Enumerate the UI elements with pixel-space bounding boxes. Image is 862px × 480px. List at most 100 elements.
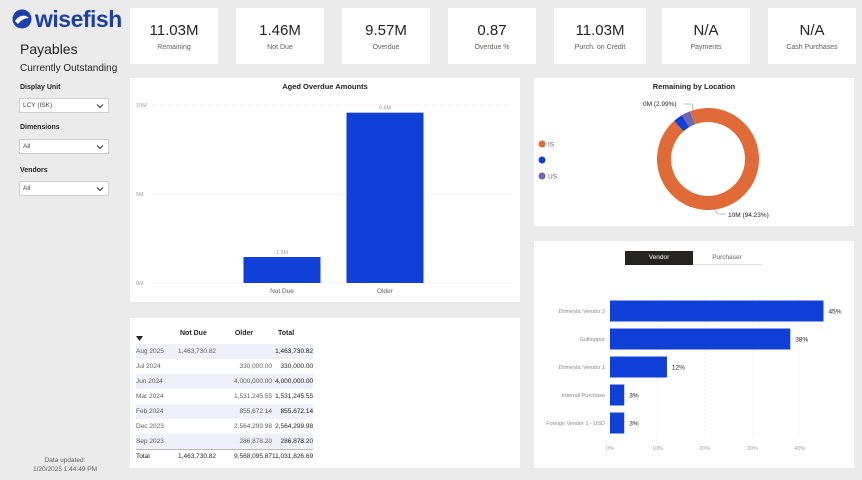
data-updated-label: Data updated: (44, 457, 86, 464)
page-subtitle: Currently Outstanding (20, 63, 118, 74)
row-label: Dec 2023 (136, 423, 164, 430)
kpi-value: 0.87 (477, 22, 507, 39)
aging-table: Not Due Older Total Aug 2025 1,463,730.8… (136, 322, 314, 464)
chevron-down-icon (96, 103, 104, 108)
legend-label: IS (548, 142, 555, 149)
table-row: Aug 2025 1,463,730.82 1,463,730.82 (136, 344, 314, 359)
cell-older: 4,000,000.00 (216, 374, 272, 389)
kpi-label: Payments (690, 44, 722, 51)
row-label: Sep 2023 (136, 434, 174, 449)
kpi-label: Remaining (157, 44, 191, 51)
legend-marker (538, 172, 546, 180)
kpi-value: N/A (799, 22, 825, 39)
chevron-down-icon (96, 186, 104, 191)
kpi-cash-purchases: N/A Cash Purchases (768, 8, 856, 64)
row-label: Feb 2024 (136, 404, 174, 419)
table-row: Jul 2024 330,000.00 330,000.00 (136, 359, 313, 374)
y-category-label: Foreign Vendor 1 - USD (546, 421, 605, 427)
bar-data-label: 9.6M (379, 106, 392, 112)
kpi-not-due: 1.46M Not Due (236, 8, 324, 64)
data-updated: Data updated: 1/20/2025 1:44:49 PM (20, 456, 110, 474)
table-row: Feb 2024 855,672.14 855,672.14 (136, 404, 314, 419)
dimensions-label: Dimensions (20, 124, 60, 131)
y-tick-label: 0M (136, 281, 144, 287)
cell-not-due: 1,463,730.82 (174, 344, 216, 359)
donut-slice (657, 108, 759, 210)
data-updated-value: 1/20/2025 1:44:49 PM (33, 466, 97, 474)
donut-slice (681, 111, 695, 128)
kpi-payments: N/A Payments (662, 8, 750, 64)
bar (346, 112, 424, 284)
cell-older (216, 344, 272, 359)
bar-data-label: 38% (795, 337, 808, 344)
vendors-value: All (23, 185, 31, 192)
table-total-row: Total 1,463,730.82 9,568,095.87 11,031,8… (136, 448, 314, 464)
total-not-due: 1,463,730.82 (174, 448, 216, 464)
legend-marker (538, 140, 546, 148)
cell-total: 286,878.20 (272, 434, 314, 449)
vendor-panel (534, 241, 854, 468)
display-unit-dropdown[interactable]: LCY (ISK) (19, 98, 109, 113)
tab-vendor[interactable]: Vendor (625, 251, 693, 265)
cell-total: 4,000,000.00 (272, 374, 314, 389)
dimensions-value: All (23, 143, 31, 150)
leader-line (684, 103, 695, 115)
kpi-label: Purch. on Credit (574, 44, 626, 51)
table-row: Sep 2023 286,878.20 286,878.20 (136, 434, 314, 449)
table-row: Jun 2024 4,000,000.00 4,000,000.00 (136, 374, 314, 389)
y-category-label: Gulltoppur (580, 337, 606, 343)
kpi-overdue-percent: 0.87 Overdue % (448, 8, 536, 64)
dimensions-dropdown[interactable]: All (19, 139, 109, 154)
cell-total: 330,000.00 (280, 363, 314, 370)
col-header-older[interactable]: Older (234, 329, 254, 337)
bar-data-label: 1.5M (276, 250, 289, 256)
col-header-total[interactable]: Total (278, 329, 295, 337)
vendor-purchaser-toggle: Vendor Purchaser (625, 251, 762, 265)
col-header-not-due[interactable]: Not Due (180, 329, 207, 337)
vendors-dropdown[interactable]: All (19, 181, 109, 196)
sort-column-header[interactable] (136, 322, 174, 344)
fish-logo-icon (12, 9, 32, 29)
legend-label: US (548, 174, 558, 181)
bar (610, 384, 625, 406)
bar-data-label: 3% (629, 421, 639, 428)
page-title: Payables (20, 41, 78, 57)
cell-total: 1,531,245.55 (275, 393, 314, 400)
cell-not-due (174, 434, 216, 449)
aging-table-panel: Not Due Older Total Aug 2025 1,463,730.8… (130, 318, 520, 468)
y-category-label: Domestic Vendor 2 (559, 309, 605, 315)
bar (610, 328, 791, 350)
kpi-overdue: 9.57M Overdue (342, 8, 430, 64)
cell-older: 2,564,299.98 (234, 423, 272, 430)
leader-line (713, 208, 726, 215)
cell-total: 855,672.14 (272, 404, 314, 419)
aged-overdue-title: Aged Overdue Amounts (282, 82, 368, 91)
vendor-bar-chart: 0% 10% 20% 30% 40% 45% Domestic Vendor 2 38% Gul… (546, 297, 842, 452)
chevron-down-icon (96, 144, 104, 149)
bar (610, 412, 625, 434)
kpi-label: Not Due (267, 44, 293, 51)
total-older: 9,568,095.87 (216, 448, 272, 464)
kpi-purch-on-credit: 11.03M Purch. on Credit (554, 8, 646, 64)
cell-not-due (174, 404, 216, 419)
cell-total: 1,463,730.82 (272, 344, 314, 359)
kpi-value: N/A (693, 22, 719, 39)
bar-data-label: 45% (829, 309, 842, 316)
bar-data-label: 3% (629, 393, 639, 400)
display-unit-label: Display Unit (20, 84, 61, 91)
x-tick-label: 20% (699, 446, 710, 452)
cell-older: 855,672.14 (216, 404, 272, 419)
table-row: Dec 2023 2,564,299.98 2,564,299.98 (136, 419, 313, 434)
kpi-label: Overdue (372, 44, 400, 51)
x-tick-label: 40% (794, 446, 805, 452)
kpi-value: 9.57M (365, 22, 407, 39)
cell-older: 286,878.20 (216, 434, 272, 449)
slice-label-large: 10M (94.23%) (728, 212, 769, 219)
tab-purchaser[interactable]: Purchaser (712, 254, 742, 261)
bar (610, 300, 824, 322)
location-panel: Remaining by Location IS US 0M (2.99%) 10M … (534, 78, 854, 226)
vendors-label: Vendors (20, 167, 48, 174)
cell-not-due (174, 419, 216, 434)
kpi-value: 11.03M (149, 22, 199, 39)
kpi-label: Overdue % (474, 44, 510, 51)
